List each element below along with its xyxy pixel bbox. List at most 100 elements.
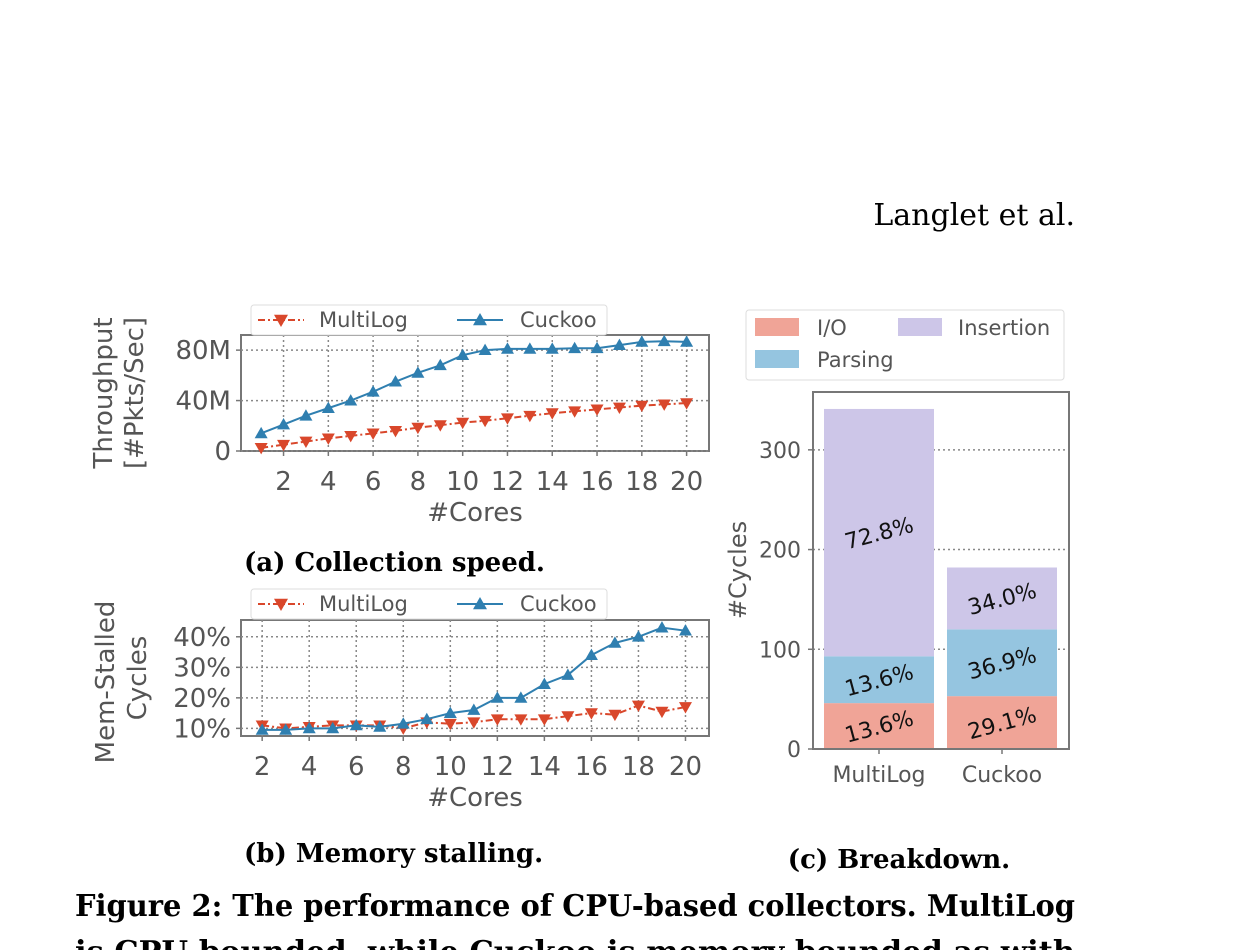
y-tick-label: 40M <box>175 387 231 417</box>
data-point-multilog <box>254 442 268 455</box>
y-tick-label: 30% <box>173 653 231 683</box>
data-point-cuckoo <box>545 342 559 354</box>
x-tick-label: 8 <box>395 752 412 782</box>
data-point-cuckoo <box>433 358 447 371</box>
legend-box-b <box>250 588 608 620</box>
y-tick-label: 80M <box>175 336 231 366</box>
legend-label-parsing: Parsing <box>817 348 894 372</box>
data-point-cuckoo <box>255 723 269 735</box>
data-point-cuckoo <box>590 341 604 354</box>
data-point-cuckoo <box>612 338 626 350</box>
data-point-cuckoo <box>680 335 694 347</box>
x-tick-label: MultiLog <box>832 763 925 788</box>
data-point-multilog <box>608 709 622 722</box>
data-point-cuckoo <box>349 718 363 731</box>
data-point-cuckoo <box>608 636 622 648</box>
data-point-cuckoo <box>456 348 470 361</box>
y-axis-label-b-line1: Mem-Stalled <box>91 601 121 764</box>
data-point-multilog <box>389 425 403 438</box>
y-tick-label: 100 <box>759 638 801 663</box>
y-tick-label: 300 <box>759 439 801 464</box>
x-tick-label: 12 <box>491 467 524 497</box>
data-point-multilog <box>433 420 447 432</box>
data-point-multilog <box>277 439 291 452</box>
data-point-multilog <box>631 700 645 712</box>
legend-marker-multilog <box>274 598 288 611</box>
x-tick-label: 14 <box>536 467 569 497</box>
axis-ticks-c: 0 100 200 300 MultiLog Cuckoo <box>759 439 1042 788</box>
legend-b: MultiLog Cuckoo <box>250 588 608 620</box>
data-point-multilog <box>655 706 669 719</box>
data-point-multilog <box>478 415 492 428</box>
caption-a: (a) Collection speed. <box>244 548 545 578</box>
x-tick-label: 4 <box>320 467 337 497</box>
x-tick-label: 8 <box>410 467 427 497</box>
data-point-cuckoo <box>514 691 528 703</box>
data-point-multilog <box>678 702 692 714</box>
legend-swatch-io <box>755 318 799 336</box>
y-axis-label-c: #Cycles <box>724 521 752 619</box>
figure-caption-line2: is CPU bounded, while Cuckoo is memory b… <box>75 935 1075 950</box>
data-point-cuckoo <box>523 342 537 354</box>
legend-box-a <box>250 304 608 336</box>
data-point-multilog <box>568 406 582 418</box>
legend-box-c <box>745 309 1065 381</box>
x-tick-label: 16 <box>580 467 613 497</box>
bar-segment-io <box>824 703 934 749</box>
x-tick-label: 10 <box>434 752 467 782</box>
data-point-multilog <box>561 711 575 723</box>
data-point-multilog <box>657 399 671 411</box>
running-header: Langlet et al. <box>873 198 1075 233</box>
data-point-cuckoo <box>584 648 598 660</box>
data-point-multilog <box>635 400 649 413</box>
data-point-cuckoo <box>279 723 293 735</box>
stacked-bars-c <box>824 408 1057 749</box>
data-point-cuckoo <box>302 721 316 734</box>
legend-label-insertion: Insertion <box>958 316 1050 340</box>
axis-ticks-b: 2 4 6 8 10 12 14 16 18 20 10%20%30%40% <box>173 623 702 782</box>
x-tick-label: 2 <box>254 752 271 782</box>
x-tick-label: 2 <box>275 467 292 497</box>
data-point-cuckoo <box>635 335 649 347</box>
series-b <box>255 621 692 735</box>
data-point-cuckoo <box>657 334 671 347</box>
legend-b-marks <box>258 597 503 611</box>
caption-b: (b) Memory stalling. <box>244 839 543 869</box>
data-point-multilog <box>590 404 604 416</box>
chart-collection-speed: 2 4 6 8 10 12 14 16 18 20 0 40M 80M #Cores Throughpu… <box>89 304 710 578</box>
data-point-cuckoo <box>631 630 645 642</box>
data-point-multilog <box>321 433 335 445</box>
data-point-cuckoo <box>344 394 358 406</box>
x-tick-label: 20 <box>670 467 703 497</box>
data-point-multilog <box>500 413 514 425</box>
y-tick-label: 10% <box>173 714 231 744</box>
series-line-cuckoo <box>260 340 687 435</box>
figure-caption-line1: Figure 2: The performance of CPU-based c… <box>75 889 1075 924</box>
x-tick-label: 16 <box>575 752 608 782</box>
plot-frame-c <box>812 391 1070 750</box>
legend-a: MultiLog Cuckoo <box>250 304 608 336</box>
data-point-multilog <box>299 436 313 449</box>
caption-c: (c) Breakdown. <box>788 845 1010 875</box>
y-tick-label: 20% <box>173 684 231 714</box>
data-point-cuckoo <box>655 621 669 633</box>
data-point-cuckoo <box>326 721 340 734</box>
data-point-cuckoo <box>321 401 335 414</box>
data-point-multilog <box>467 717 481 729</box>
data-point-multilog <box>584 708 598 720</box>
chart-memory-stalling: 2 4 6 8 10 12 14 16 18 20 10%20%30%40% #Cores Mem-… <box>91 588 710 869</box>
legend-marker-cuckoo <box>473 313 487 326</box>
x-tick-label: Cuckoo <box>962 763 1042 788</box>
x-tick-label: 4 <box>301 752 318 782</box>
bar-segment-insertion <box>947 567 1057 630</box>
legend-label-io: I/O <box>817 316 847 340</box>
data-point-multilog <box>411 422 425 435</box>
legend-b-cuckoo-label: Cuckoo <box>520 592 597 616</box>
y-axis-label-a-line1: Throughput <box>89 317 119 469</box>
data-point-multilog <box>545 408 559 420</box>
x-tick-label: 14 <box>528 752 561 782</box>
bar-segment-insertion <box>824 408 934 657</box>
y-tick-label: 0 <box>787 738 801 763</box>
